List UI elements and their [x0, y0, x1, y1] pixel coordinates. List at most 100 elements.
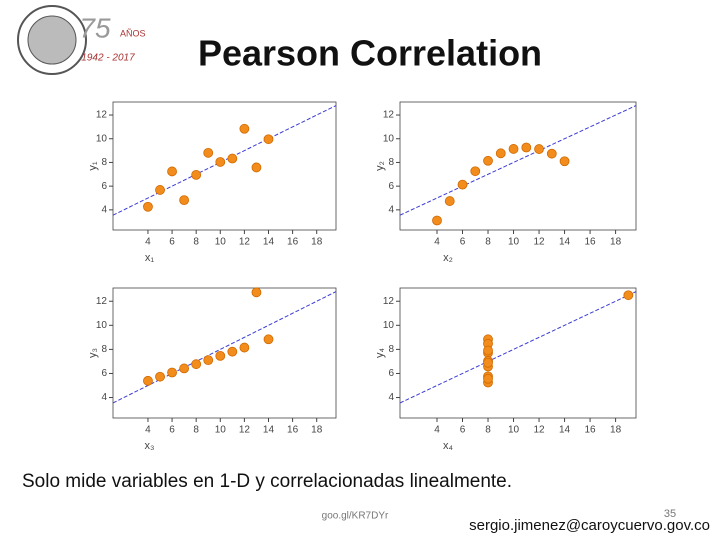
y-axis-label: y₄	[374, 348, 386, 359]
x-tick-label: 18	[311, 425, 323, 436]
plot-frame	[112, 101, 337, 231]
x-tick-label: 8	[485, 425, 491, 436]
x-tick-label: 10	[508, 237, 520, 248]
x-tick-label: 18	[610, 237, 622, 248]
scatter-chart: 4 6 8 10 12 14 16 18 4 6 8 10 12 x₃ y₃	[87, 287, 337, 452]
point	[155, 185, 165, 195]
slide-title: Pearson Correlation	[198, 33, 542, 74]
x-tick-label: 14	[559, 237, 571, 248]
point	[470, 166, 481, 177]
point	[179, 195, 190, 206]
point	[432, 215, 442, 226]
x-tick-label: 10	[215, 237, 227, 248]
point	[546, 148, 557, 159]
y-tick-label: 6	[388, 368, 394, 379]
x-tick-label: 8	[193, 237, 199, 248]
trend-line	[399, 291, 637, 404]
y-tick-label: 10	[383, 133, 395, 144]
point	[203, 355, 214, 366]
logo-word: AÑOS	[120, 28, 146, 38]
y-tick-label: 4	[101, 204, 107, 215]
x-tick-label: 18	[311, 237, 323, 248]
x-tick-label: 4	[145, 237, 151, 248]
scatter-chart: 4 6 8 10 12 14 16 18 4 6 8 10 12 x₂ y₂	[374, 101, 637, 264]
point	[143, 201, 153, 212]
point	[263, 134, 274, 145]
point	[483, 357, 493, 368]
y-tick-label: 4	[101, 392, 107, 403]
caption: Solo mide variables en 1-D y correlacion…	[22, 471, 512, 492]
y-axis-label: y₁	[87, 161, 99, 171]
point	[167, 367, 177, 378]
x-tick-label: 16	[287, 237, 299, 248]
logo-years: 1942 - 2017	[81, 53, 135, 64]
x-tick-label: 16	[585, 425, 597, 436]
trend-line	[112, 291, 337, 404]
point	[483, 373, 493, 384]
plot-frame	[399, 287, 637, 419]
y-tick-label: 12	[96, 296, 108, 307]
x-tick-label: 14	[559, 425, 571, 436]
point	[215, 157, 226, 167]
y-tick-label: 6	[101, 368, 107, 379]
logo-number: 75	[79, 12, 111, 43]
plot-frame	[399, 101, 637, 231]
x-tick-label: 8	[485, 237, 491, 248]
point	[444, 196, 455, 206]
point	[203, 147, 214, 158]
x-tick-label: 8	[193, 425, 199, 436]
x-axis-label: x₄	[443, 440, 454, 452]
point	[263, 334, 274, 345]
x-tick-label: 4	[145, 425, 151, 436]
x-tick-label: 12	[533, 425, 545, 436]
point	[483, 155, 493, 166]
page-number: 35	[664, 508, 676, 520]
y-tick-label: 10	[96, 320, 108, 331]
x-axis-label: x₃	[145, 440, 155, 452]
point	[457, 179, 468, 190]
y-axis-label: y₃	[87, 348, 99, 358]
logo-ring	[17, 5, 87, 75]
x-tick-label: 12	[239, 237, 251, 248]
point	[191, 359, 202, 370]
x-tick-label: 18	[610, 425, 622, 436]
point	[239, 342, 250, 353]
x-tick-label: 10	[215, 425, 227, 436]
x-axis-label: x₁	[145, 252, 155, 264]
x-tick-label: 6	[460, 237, 466, 248]
logo: 75 AÑOS 1942 - 2017	[17, 5, 146, 75]
x-tick-label: 16	[287, 425, 299, 436]
y-tick-label: 8	[388, 344, 394, 355]
point	[508, 144, 519, 154]
y-tick-label: 6	[388, 181, 394, 192]
point	[251, 287, 262, 298]
point	[215, 350, 226, 361]
point	[155, 371, 165, 382]
y-tick-label: 12	[383, 296, 395, 307]
x-tick-label: 12	[239, 425, 251, 436]
point	[483, 345, 493, 356]
x-tick-label: 4	[434, 425, 440, 436]
point	[167, 166, 177, 177]
y-tick-label: 10	[96, 133, 108, 144]
y-tick-label: 12	[383, 110, 395, 121]
y-tick-label: 6	[101, 181, 107, 192]
y-tick-label: 12	[96, 110, 108, 121]
x-tick-label: 12	[533, 237, 545, 248]
scatter-chart: 4 6 8 10 12 14 16 18 4 6 8 10 12 x₄ y₄	[374, 287, 637, 452]
point	[191, 169, 202, 180]
y-tick-label: 10	[383, 320, 395, 331]
point	[179, 363, 190, 374]
y-tick-label: 8	[101, 157, 107, 168]
point	[623, 290, 634, 301]
link: goo.gl/KR7DYr	[322, 511, 389, 522]
point	[521, 142, 532, 153]
y-axis-label: y₂	[374, 161, 386, 171]
x-tick-label: 14	[263, 425, 275, 436]
x-tick-label: 6	[460, 425, 466, 436]
point	[559, 156, 570, 167]
x-tick-label: 6	[169, 425, 175, 436]
x-axis-label: x₂	[443, 252, 453, 264]
